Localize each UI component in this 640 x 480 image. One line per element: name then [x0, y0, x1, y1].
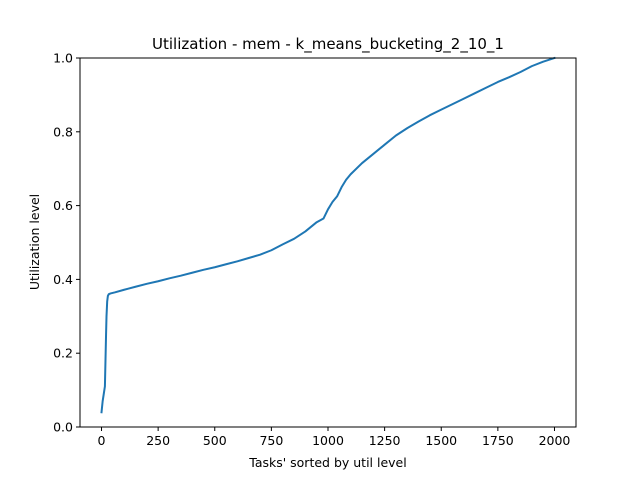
x-tick-label: 1250 [369, 433, 401, 448]
x-tick-label: 0 [98, 433, 106, 448]
x-tick-label: 2000 [539, 433, 571, 448]
y-axis-label: Utilization level [27, 194, 42, 290]
x-tick-label: 750 [259, 433, 283, 448]
x-axis: 0 250 500 750 1000 1250 1500 1750 2000 [98, 427, 571, 448]
x-tick-label: 1500 [425, 433, 457, 448]
plot-frame [79, 57, 577, 428]
chart-title: Utilization - mem - k_means_bucketing_2_… [152, 35, 504, 54]
y-tick-label: 1.0 [53, 51, 73, 66]
y-tick-label: 0.6 [53, 198, 73, 213]
y-tick-label: 0.4 [53, 272, 73, 287]
series-line-0 [100, 56, 556, 414]
y-tick-label: 0.8 [53, 124, 73, 139]
x-tick-label: 1750 [482, 433, 514, 448]
plot-area [100, 56, 556, 414]
y-axis: 0.0 0.2 0.4 0.6 0.8 1.0 [53, 51, 80, 435]
x-tick-label: 500 [203, 433, 227, 448]
x-axis-label: Tasks' sorted by util level [248, 455, 406, 470]
x-tick-label: 1000 [312, 433, 344, 448]
x-tick-label: 250 [146, 433, 170, 448]
y-tick-label: 0.2 [53, 346, 73, 361]
y-tick-label: 0.0 [53, 420, 73, 435]
